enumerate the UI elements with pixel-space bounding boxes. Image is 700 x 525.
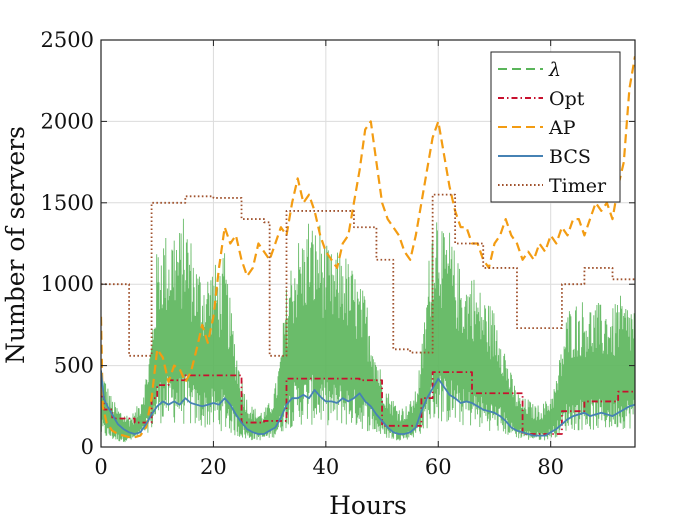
- legend-label: Opt: [549, 88, 585, 110]
- y-tick-label: 1500: [41, 191, 94, 215]
- legend-label: Timer: [549, 175, 607, 197]
- series-line-ap: [101, 56, 635, 439]
- legend-label: AP: [548, 117, 576, 139]
- y-axis-title: Number of servers: [1, 126, 30, 364]
- legend: λ Opt AP BCS Timer: [490, 51, 621, 203]
- x-tick-label: 20: [200, 455, 227, 479]
- ticks: 0 20 40 60 80 0 500 1000 1500 2000 2500: [41, 28, 635, 479]
- legend-label: BCS: [549, 146, 591, 168]
- y-tick-label: 2500: [41, 28, 94, 52]
- y-tick-label: 2000: [41, 109, 94, 133]
- legend-label: λ: [548, 59, 561, 81]
- x-tick-label: 0: [94, 455, 107, 479]
- series-line-bcs: [101, 370, 635, 437]
- x-tick-label: 40: [312, 455, 339, 479]
- x-tick-label: 80: [537, 455, 564, 479]
- y-tick-label: 500: [54, 354, 94, 378]
- series-line-lambda: [101, 218, 635, 443]
- y-tick-label: 1000: [41, 272, 94, 296]
- series-layer: [101, 56, 635, 443]
- x-tick-label: 60: [425, 455, 452, 479]
- plot-frame: [100, 39, 636, 448]
- x-axis-title: Hours: [329, 491, 407, 520]
- y-tick-label: 0: [81, 435, 94, 459]
